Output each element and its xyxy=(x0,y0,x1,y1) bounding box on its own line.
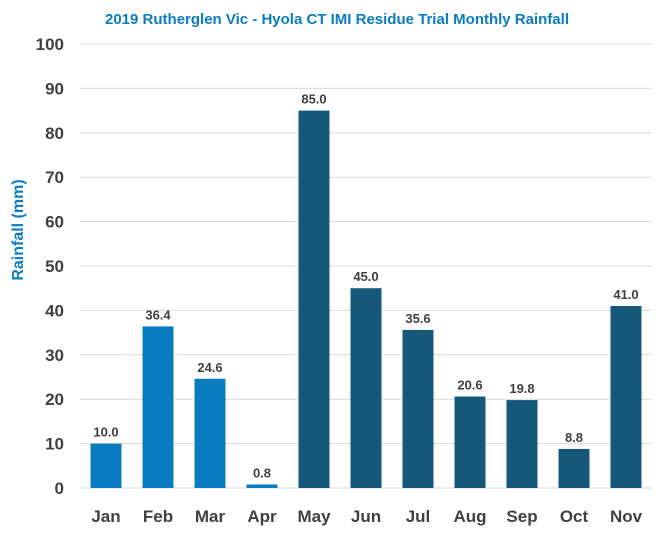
y-tick-label: 70 xyxy=(45,168,64,187)
data-label-apr: 0.8 xyxy=(253,465,271,480)
y-axis-ticks: 0 10 20 30 40 50 60 70 80 90 100 xyxy=(36,35,64,498)
data-label-may: 85.0 xyxy=(301,92,326,107)
bar-mar xyxy=(194,378,226,488)
data-label-oct: 8.8 xyxy=(565,430,583,445)
data-label-aug: 20.6 xyxy=(457,378,482,393)
bar-nov xyxy=(610,305,642,488)
data-label-mar: 24.6 xyxy=(197,360,222,375)
x-tick-label-jul: Jul xyxy=(406,507,431,526)
x-tick-label-may: May xyxy=(297,507,331,526)
x-tick-label-oct: Oct xyxy=(560,507,589,526)
bar-sep xyxy=(506,400,538,488)
data-label-sep: 19.8 xyxy=(509,381,534,396)
x-tick-label-apr: Apr xyxy=(247,507,277,526)
y-tick-label: 0 xyxy=(55,479,64,498)
data-label-jun: 45.0 xyxy=(353,269,378,284)
x-tick-label-mar: Mar xyxy=(195,507,226,526)
y-tick-label: 50 xyxy=(45,257,64,276)
data-label-nov: 41.0 xyxy=(613,287,638,302)
y-axis-label: Rainfall (mm) xyxy=(10,179,27,280)
y-tick-label: 100 xyxy=(36,35,64,54)
bar-may xyxy=(298,110,330,488)
bar-jun xyxy=(350,288,382,488)
bars xyxy=(90,110,642,488)
chart-title: 2019 Rutherglen Vic - Hyola CT IMI Resid… xyxy=(105,11,569,28)
bar-oct xyxy=(558,448,590,488)
x-tick-label-sep: Sep xyxy=(506,507,537,526)
x-tick-label-jan: Jan xyxy=(91,507,120,526)
bar-jan xyxy=(90,443,122,488)
bar-feb xyxy=(142,326,174,488)
bar-aug xyxy=(454,396,486,488)
data-label-jul: 35.6 xyxy=(405,311,430,326)
y-tick-label: 90 xyxy=(45,79,64,98)
x-tick-label-nov: Nov xyxy=(610,507,643,526)
y-tick-label: 10 xyxy=(45,435,64,454)
y-tick-label: 40 xyxy=(45,301,64,320)
x-tick-label-jun: Jun xyxy=(351,507,381,526)
x-tick-label-feb: Feb xyxy=(143,507,173,526)
data-labels: 10.0 36.4 24.6 0.8 85.0 45.0 35.6 20.6 19.8 8.8 41… xyxy=(93,92,638,481)
x-axis-ticks: Jan Feb Mar Apr May Jun Jul Aug Sep Oct Nov xyxy=(91,507,642,526)
x-tick-label-aug: Aug xyxy=(453,507,486,526)
y-tick-label: 20 xyxy=(45,390,64,409)
y-tick-label: 30 xyxy=(45,346,64,365)
y-tick-label: 80 xyxy=(45,124,64,143)
bar-apr xyxy=(246,484,278,488)
data-label-feb: 36.4 xyxy=(145,307,171,322)
bar-jul xyxy=(402,329,434,488)
data-label-jan: 10.0 xyxy=(93,425,118,440)
y-tick-label: 60 xyxy=(45,213,64,232)
